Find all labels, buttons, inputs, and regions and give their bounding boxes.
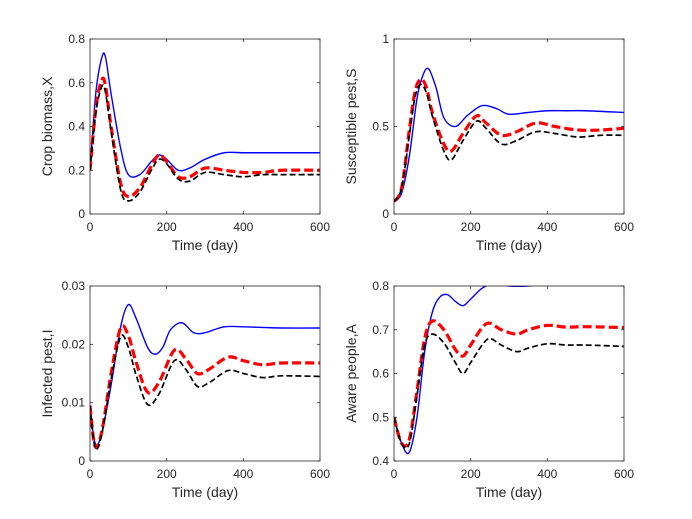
series-group [90, 303, 320, 451]
x-tick-label: 0 [87, 220, 94, 234]
x-tick-label: 400 [233, 220, 253, 234]
series-line-red [394, 319, 624, 448]
x-tick-label: 0 [391, 220, 398, 234]
series-line-black [90, 84, 320, 202]
x-axis-label: Time (day) [476, 237, 542, 253]
subplot-grid: 0 200 400 600 0 0.2 0.4 0.6 0.8 Time (day) Crop bi… [39, 32, 634, 500]
x-axis-label: Time (day) [172, 237, 238, 253]
y-tick-label: 0 [382, 207, 389, 221]
y-tick-label: 0.2 [68, 163, 85, 177]
x-tick-label: 400 [233, 467, 253, 481]
y-tick-label: 0.5 [372, 410, 389, 424]
x-tick-label: 400 [537, 467, 557, 481]
series-group [394, 67, 624, 203]
x-tick-label: 600 [310, 220, 330, 234]
y-axis-label: Infected pest,I [39, 330, 55, 418]
series-line-red [90, 76, 320, 199]
y-tick-label: 0.6 [372, 367, 389, 381]
subplot-aware-people: 0 200 400 600 0.4 0.5 0.6 0.7 0.8 Time (day) Aware… [343, 279, 634, 500]
y-tick-label: 0.4 [372, 454, 389, 468]
y-tick-label: 0.03 [62, 279, 86, 293]
series-line-black [394, 333, 624, 450]
y-axis-label: Susceptible pest,S [343, 69, 359, 185]
series-line-black [394, 83, 624, 203]
y-tick-label: 0.02 [62, 337, 86, 351]
x-tick-label: 200 [461, 467, 481, 481]
y-tick-label: 0.5 [372, 120, 389, 134]
x-tick-label: 200 [461, 220, 481, 234]
x-tick-label: 600 [310, 467, 330, 481]
y-axis-label: Aware people,A [343, 324, 359, 423]
series-line-blue [90, 52, 320, 178]
y-tick-label: 0.8 [68, 32, 85, 46]
y-tick-label: 0.6 [68, 76, 85, 90]
x-tick-label: 0 [391, 467, 398, 481]
y-tick-label: 1 [382, 32, 389, 46]
x-axis-label: Time (day) [476, 484, 542, 500]
subplot-infected-pest: 0 200 400 600 0 0.01 0.02 0.03 Time (day) Infecte… [39, 279, 330, 500]
x-tick-label: 600 [614, 467, 634, 481]
series-group [394, 286, 624, 455]
x-tick-label: 200 [157, 220, 177, 234]
y-tick-label: 0.7 [372, 323, 389, 337]
subplot-susceptible-pest: 0 200 400 600 0 0.5 1 Time (day) Susceptible pes… [343, 32, 634, 253]
series-line-red [394, 77, 624, 203]
subplot-crop-biomass: 0 200 400 600 0 0.2 0.4 0.6 0.8 Time (day) Crop bi… [39, 32, 330, 253]
axes-box [89, 285, 321, 462]
series-line-blue [394, 67, 624, 203]
x-axis-label: Time (day) [172, 484, 238, 500]
y-axis-label: Crop biomass,X [39, 76, 55, 176]
series-group [90, 52, 320, 202]
y-tick-label: 0 [78, 454, 85, 468]
x-tick-label: 200 [157, 467, 177, 481]
series-line-blue [394, 286, 536, 455]
x-tick-label: 400 [537, 220, 557, 234]
y-tick-label: 0.4 [68, 120, 85, 134]
x-tick-label: 600 [614, 220, 634, 234]
y-tick-label: 0.01 [62, 396, 86, 410]
y-tick-label: 0.8 [372, 279, 389, 293]
series-line-black [90, 334, 320, 451]
y-tick-label: 0 [78, 207, 85, 221]
x-tick-label: 0 [87, 467, 94, 481]
